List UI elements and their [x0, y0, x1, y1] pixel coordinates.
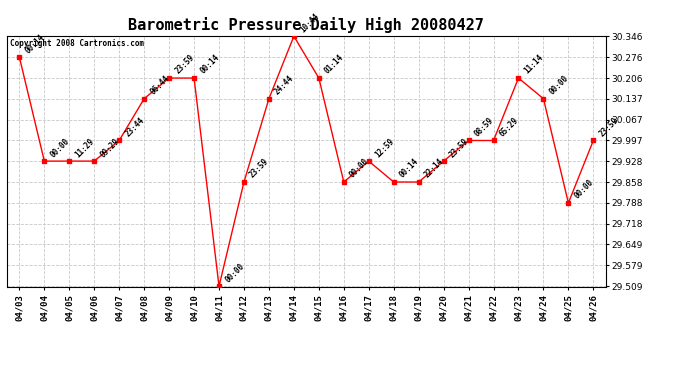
Text: 23:59: 23:59	[248, 157, 271, 180]
Text: 23:59: 23:59	[448, 136, 471, 159]
Text: 22:14: 22:14	[423, 157, 446, 180]
Text: 00:00: 00:00	[348, 157, 371, 180]
Text: 10:44: 10:44	[298, 11, 321, 34]
Text: 00:00: 00:00	[223, 261, 246, 284]
Text: 06:44: 06:44	[148, 74, 171, 96]
Text: 00:14: 00:14	[398, 157, 421, 180]
Text: 00:14: 00:14	[23, 32, 46, 55]
Text: Copyright 2008 Cartronics.com: Copyright 2008 Cartronics.com	[10, 39, 144, 48]
Text: 23:59: 23:59	[173, 53, 196, 76]
Text: 00:14: 00:14	[198, 53, 221, 76]
Text: 09:29: 09:29	[99, 136, 121, 159]
Text: 01:14: 01:14	[323, 53, 346, 76]
Text: 23:44: 23:44	[124, 116, 146, 138]
Text: 12:59: 12:59	[373, 136, 395, 159]
Text: 11:14: 11:14	[522, 53, 545, 76]
Title: Barometric Pressure Daily High 20080427: Barometric Pressure Daily High 20080427	[128, 17, 484, 33]
Text: 24:44: 24:44	[273, 74, 296, 96]
Text: 00:00: 00:00	[573, 178, 595, 201]
Text: 11:29: 11:29	[73, 136, 96, 159]
Text: 65:29: 65:29	[497, 116, 520, 138]
Text: 23:59: 23:59	[598, 116, 620, 138]
Text: 00:00: 00:00	[48, 136, 71, 159]
Text: 08:59: 08:59	[473, 116, 495, 138]
Text: 00:00: 00:00	[548, 74, 571, 96]
